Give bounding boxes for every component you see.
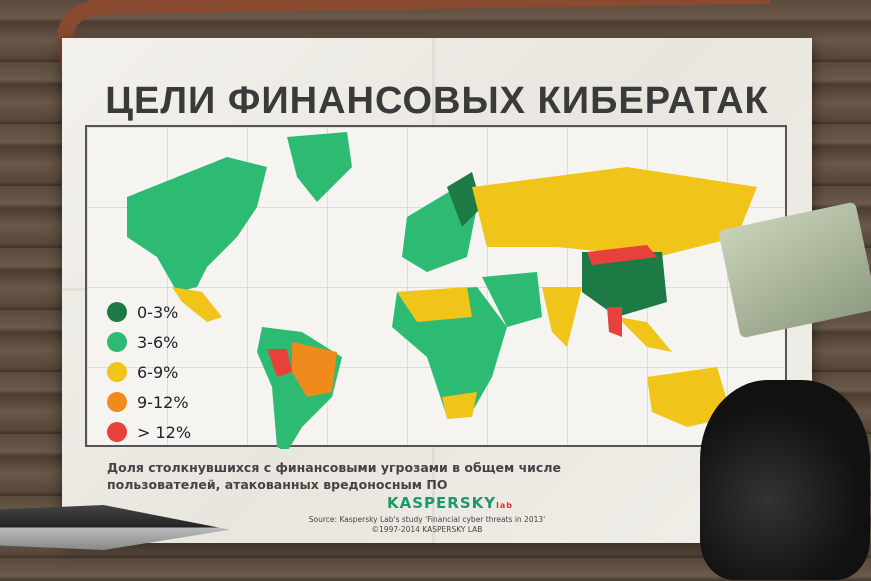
legend-label: 3-6% [137,332,179,352]
region-australia [647,367,732,427]
region-mexico [172,287,222,322]
region-southern-africa [442,392,477,419]
legend-label: > 12% [137,422,192,442]
world-map-graphic [127,132,757,449]
legend-swatch [107,422,127,442]
region-vietnam [607,307,622,337]
legend-item: 3-6% [107,327,191,357]
region-china [582,252,667,317]
caption: Доля столкнувшихся с финансовыми угрозам… [107,459,561,493]
region-greenland [287,132,352,202]
source-note: Source: Kaspersky Lab's study 'Financial… [302,515,552,535]
legend-swatch [107,362,127,382]
region-peru [267,349,292,377]
source-text: Source: Kaspersky Lab's study 'Financial… [308,515,546,524]
binoculars-image [700,380,870,580]
legend-swatch [107,302,127,322]
region-se-asia [617,317,672,352]
copyright-text: ©1997-2014 KASPERSKY LAB [371,525,483,534]
region-middle-east [482,272,542,327]
region-mongolia [587,245,657,265]
page-title: ЦЕЛИ ФИНАНСОВЫХ КИБЕРАТАК [105,80,769,122]
legend-item: 9-12% [107,387,191,417]
legend-label: 0-3% [137,302,179,322]
region-north-america [127,157,267,292]
legend-label: 9-12% [137,392,189,412]
region-india [542,287,582,347]
region-north-africa [397,287,472,322]
logo-text: KASPERSKY [387,494,497,512]
legend-item: > 12% [107,417,191,447]
legend: 0-3% 3-6% 6-9% 9-12% > 12% [107,297,191,447]
region-brazil [292,342,337,397]
legend-item: 6-9% [107,357,191,387]
kaspersky-logo: KASPERSKYlab [387,494,513,512]
region-russia [472,167,757,257]
caption-line: пользователей, атакованных вредоносным П… [107,477,448,492]
legend-swatch [107,392,127,412]
map-poster: ЦЕЛИ ФИНАНСОВЫХ КИБЕРАТАК 0-3% 3-6% 6-9%… [62,38,812,543]
legend-item: 0-3% [107,297,191,327]
region-scandinavia [447,172,482,227]
legend-label: 6-9% [137,362,179,382]
caption-line: Доля столкнувшихся с финансовыми угрозам… [107,460,561,475]
world-map: 0-3% 3-6% 6-9% 9-12% > 12% [85,125,787,449]
logo-sub: lab [496,501,513,510]
legend-swatch [107,332,127,352]
